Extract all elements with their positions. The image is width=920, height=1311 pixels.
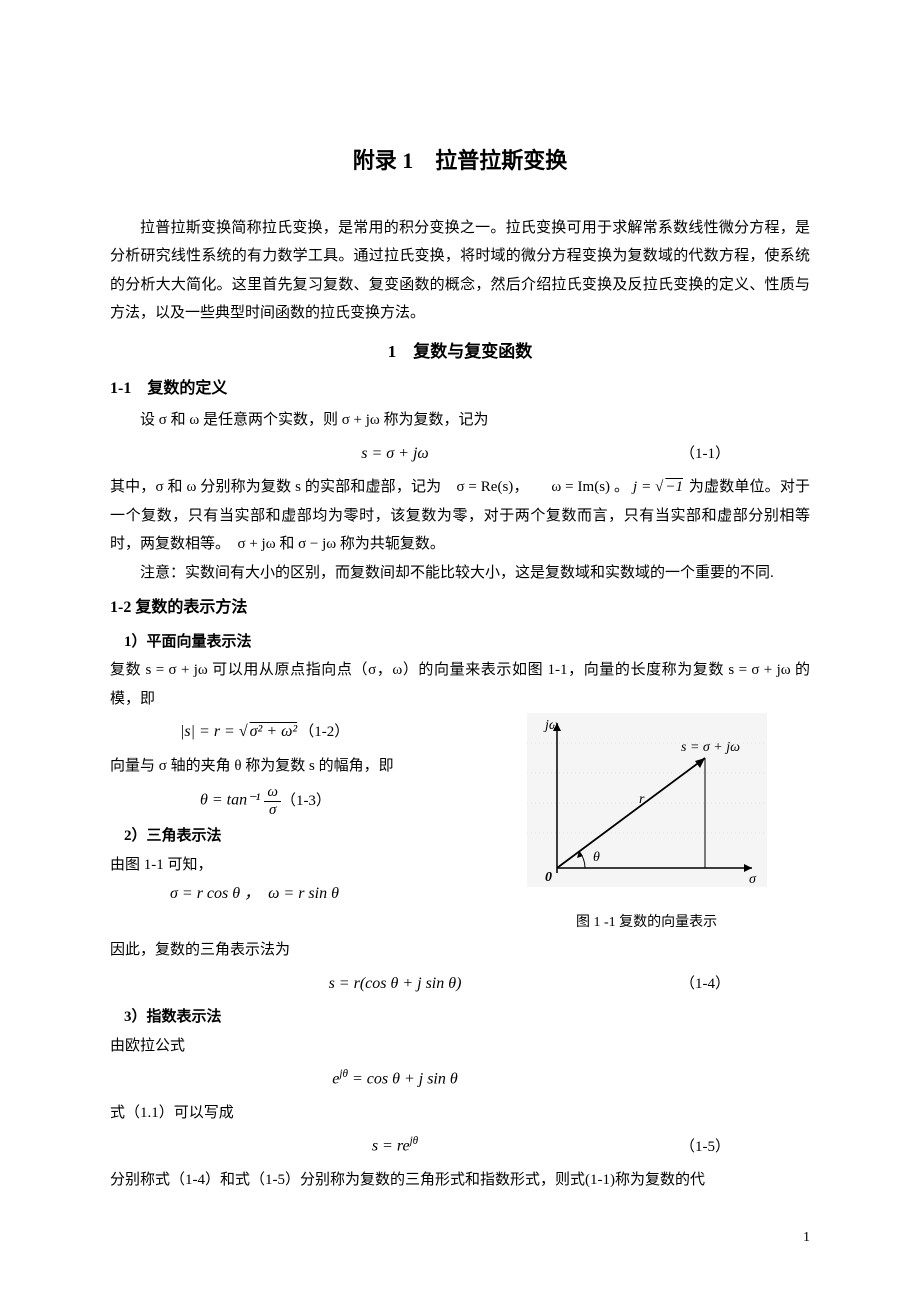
eq-1-5-body: s = rejθ [110, 1131, 680, 1162]
eq13-denominator: σ [264, 802, 281, 819]
right-column: jω s = σ + jω r θ 0 σ 图 1 -1 复数的向量表示 [483, 713, 810, 936]
point-1: 1）平面向量表示法 [124, 628, 810, 657]
p12a: 其中，σ 和 ω 分别称为复数 s 的实部和虚部，记为 σ = Re(s)， ω… [110, 479, 629, 495]
eq13-numerator: ω [264, 784, 281, 802]
para-2-6: 式（1.1）可以写成 [110, 1099, 810, 1128]
equation-euler: ejθ = cos θ + j sin θ [110, 1064, 810, 1095]
subsection-1-2: 1-2 复数的表示方法 [110, 593, 810, 623]
p12b-prefix: j = [633, 479, 655, 495]
page-number: 1 [110, 1225, 810, 1252]
equation-1-2: |s| = r = √σ² + ω² （1-2） [110, 717, 471, 747]
para-2-1: 复数 s = σ + jω 可以用从原点指向点（σ，ω）的向量来表示如图 1-1… [110, 656, 810, 713]
label-r: r [639, 792, 645, 807]
figure-1-1: jω s = σ + jω r θ 0 σ [527, 713, 767, 893]
intro-paragraph: 拉普拉斯变换简称拉氏变换，是常用的积分变换之一。拉氏变换可用于求解常系数线性微分… [110, 214, 810, 328]
para-1-3: 注意：实数间有大小的区别，而复数间却不能比较大小，这是复数域和实数域的一个重要的… [110, 559, 810, 588]
subsection-1-1: 1-1 复数的定义 [110, 374, 810, 404]
para-2-4: 因此，复数的三角表示法为 [110, 936, 810, 965]
equation-1-4: s = r(cos θ + j sin θ) （1-4） [110, 969, 810, 999]
eq15-lhs: s = re [372, 1138, 410, 1155]
page-title: 附录 1 拉普拉斯变换 [110, 140, 810, 182]
euler-rhs: = cos θ + j sin θ [348, 1071, 458, 1088]
label-jw: jω [543, 718, 559, 733]
p12b-root: −1 [663, 473, 685, 502]
para-2-2: 向量与 σ 轴的夹角 θ 称为复数 s 的幅角，即 [110, 752, 471, 781]
eq-trig: σ = r cos θ ， ω = r sin θ [110, 879, 471, 909]
eq-1-1-body: s = σ + jω [110, 439, 680, 469]
figure-caption: 图 1 -1 复数的向量表示 [483, 910, 810, 937]
label-sigma: σ [749, 872, 757, 887]
eq-1-3-body: θ = tan⁻¹ ω σ [110, 784, 281, 818]
label-s: s = σ + jω [681, 740, 740, 755]
eq-1-2-body: |s| = r = √σ² + ω² [110, 717, 299, 747]
eq-1-3-num: （1-3） [281, 787, 411, 816]
label-origin: 0 [545, 870, 552, 885]
eq-1-1-num: （1-1） [680, 440, 810, 469]
para-2-3: 由图 1-1 可知， [110, 851, 471, 880]
equation-1-5: s = rejθ （1-5） [110, 1131, 810, 1162]
eq-1-4-body: s = r(cos θ + j sin θ) [110, 969, 680, 999]
point-3: 3）指数表示法 [124, 1003, 810, 1032]
eq13-lhs: θ = tan⁻¹ [200, 792, 260, 809]
euler-sup: jθ [339, 1068, 348, 1080]
para-1-2: 其中，σ 和 ω 分别称为复数 s 的实部和虚部，记为 σ = Re(s)， ω… [110, 473, 810, 559]
eq13-frac: ω σ [264, 784, 281, 818]
eq-1-2-num: （1-2） [299, 718, 429, 747]
eq15-sup: jθ [410, 1135, 419, 1147]
eq12-root: σ² + ω² [248, 717, 300, 747]
para-2-5: 由欧拉公式 [110, 1032, 810, 1061]
left-column: |s| = r = √σ² + ω² （1-2） 向量与 σ 轴的夹角 θ 称为… [110, 713, 471, 936]
eq12-lhs: |s| = r = [180, 723, 239, 740]
equation-1-1: s = σ + jω （1-1） [110, 439, 810, 469]
eq-euler-body: ejθ = cos θ + j sin θ [110, 1064, 680, 1095]
eq-1-4-num: （1-4） [680, 970, 810, 999]
para-2-7: 分别称式（1-4）和式（1-5）分别称为复数的三角形式和指数形式，则式(1-1)… [110, 1166, 810, 1195]
equation-1-3: θ = tan⁻¹ ω σ （1-3） [110, 784, 471, 818]
section-heading-1: 1 复数与复变函数 [110, 336, 810, 368]
label-theta: θ [593, 850, 600, 865]
point-2: 2）三角表示法 [124, 822, 471, 851]
eq-1-5-num: （1-5） [680, 1133, 810, 1162]
para-1-1: 设 σ 和 ω 是任意两个实数，则 σ + jω 称为复数，记为 [110, 406, 810, 435]
two-column-layout: |s| = r = √σ² + ω² （1-2） 向量与 σ 轴的夹角 θ 称为… [110, 713, 810, 936]
